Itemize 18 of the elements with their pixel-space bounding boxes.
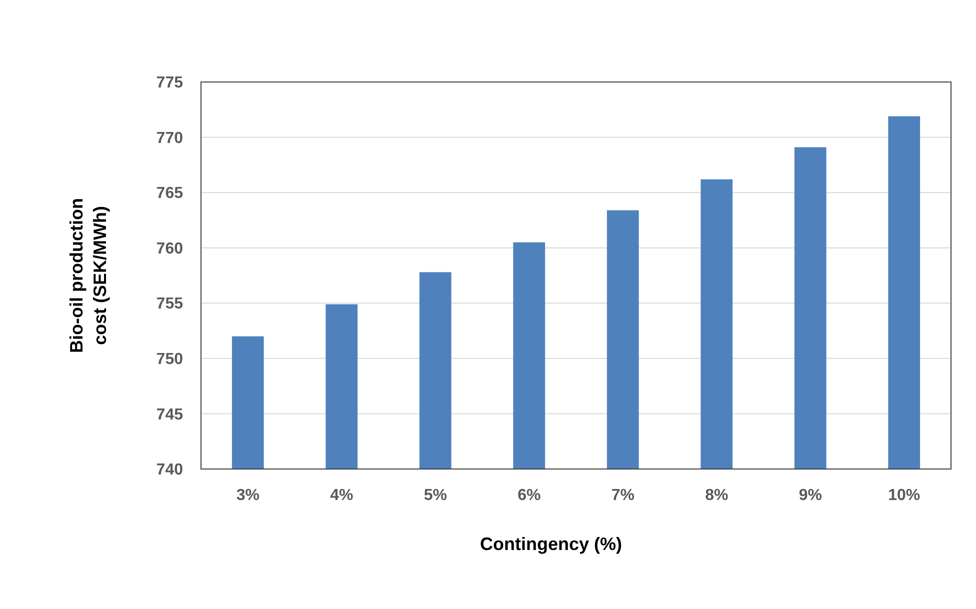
x-tick-label: 10% xyxy=(888,487,920,504)
y-tick-label: 750 xyxy=(156,351,184,368)
y-tick-label: 775 xyxy=(156,74,184,92)
x-tick-label: 7% xyxy=(611,487,634,504)
y-axis-title: Bio-oil production cost (SEK/MWh) xyxy=(66,198,110,353)
y-tick-label: 755 xyxy=(156,296,184,313)
x-tick-label: 8% xyxy=(705,487,728,504)
x-tick-label: 9% xyxy=(798,487,822,504)
x-tick-label: 3% xyxy=(236,487,260,504)
y-tick-label: 765 xyxy=(156,185,184,202)
x-tick-label: 6% xyxy=(518,487,541,504)
y-tick-label: 740 xyxy=(156,462,184,479)
x-tick-label: 5% xyxy=(424,487,447,504)
x-axis-title: Contingency (%) xyxy=(480,534,622,554)
x-tick-label: 4% xyxy=(330,487,354,504)
y-tick-label: 745 xyxy=(156,406,184,424)
y-tick-label: 770 xyxy=(156,130,184,147)
y-tick-label: 760 xyxy=(156,240,184,258)
